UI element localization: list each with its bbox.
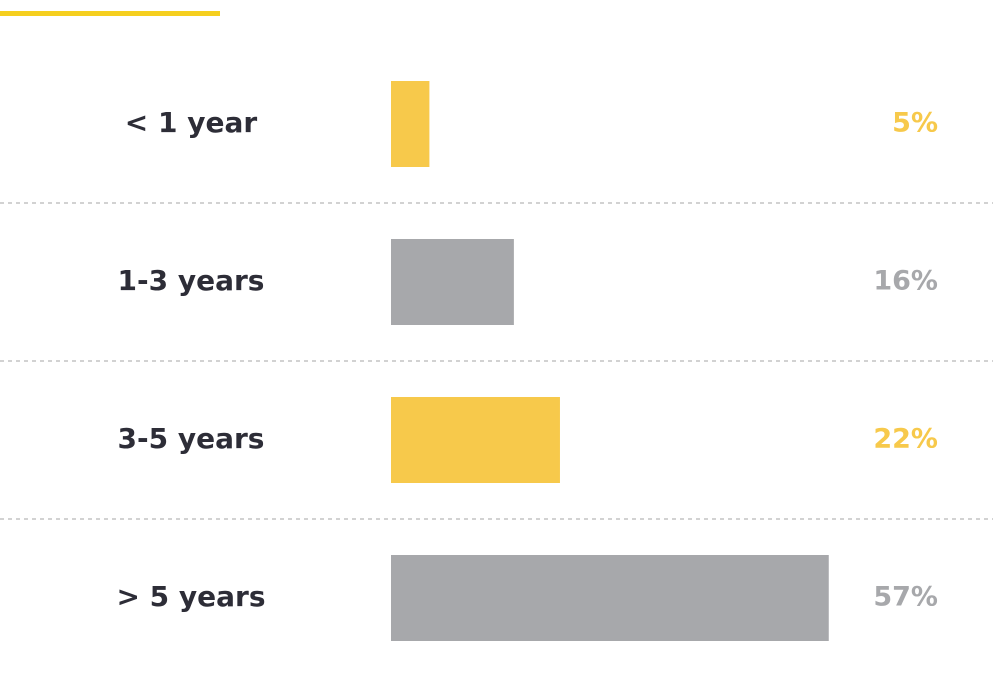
- value-label: 57%: [873, 582, 938, 613]
- value-label: 16%: [873, 266, 938, 297]
- value-label: 22%: [873, 424, 938, 455]
- value-label: 5%: [892, 108, 938, 139]
- accent-bar: [0, 11, 220, 16]
- category-label: > 5 years: [116, 580, 265, 613]
- bar: [391, 555, 829, 641]
- bar: [391, 81, 430, 167]
- category-label: 3-5 years: [118, 422, 265, 455]
- bar: [391, 397, 560, 483]
- category-label: 1-3 years: [118, 264, 265, 297]
- category-label: < 1 year: [125, 106, 258, 139]
- bar: [391, 239, 514, 325]
